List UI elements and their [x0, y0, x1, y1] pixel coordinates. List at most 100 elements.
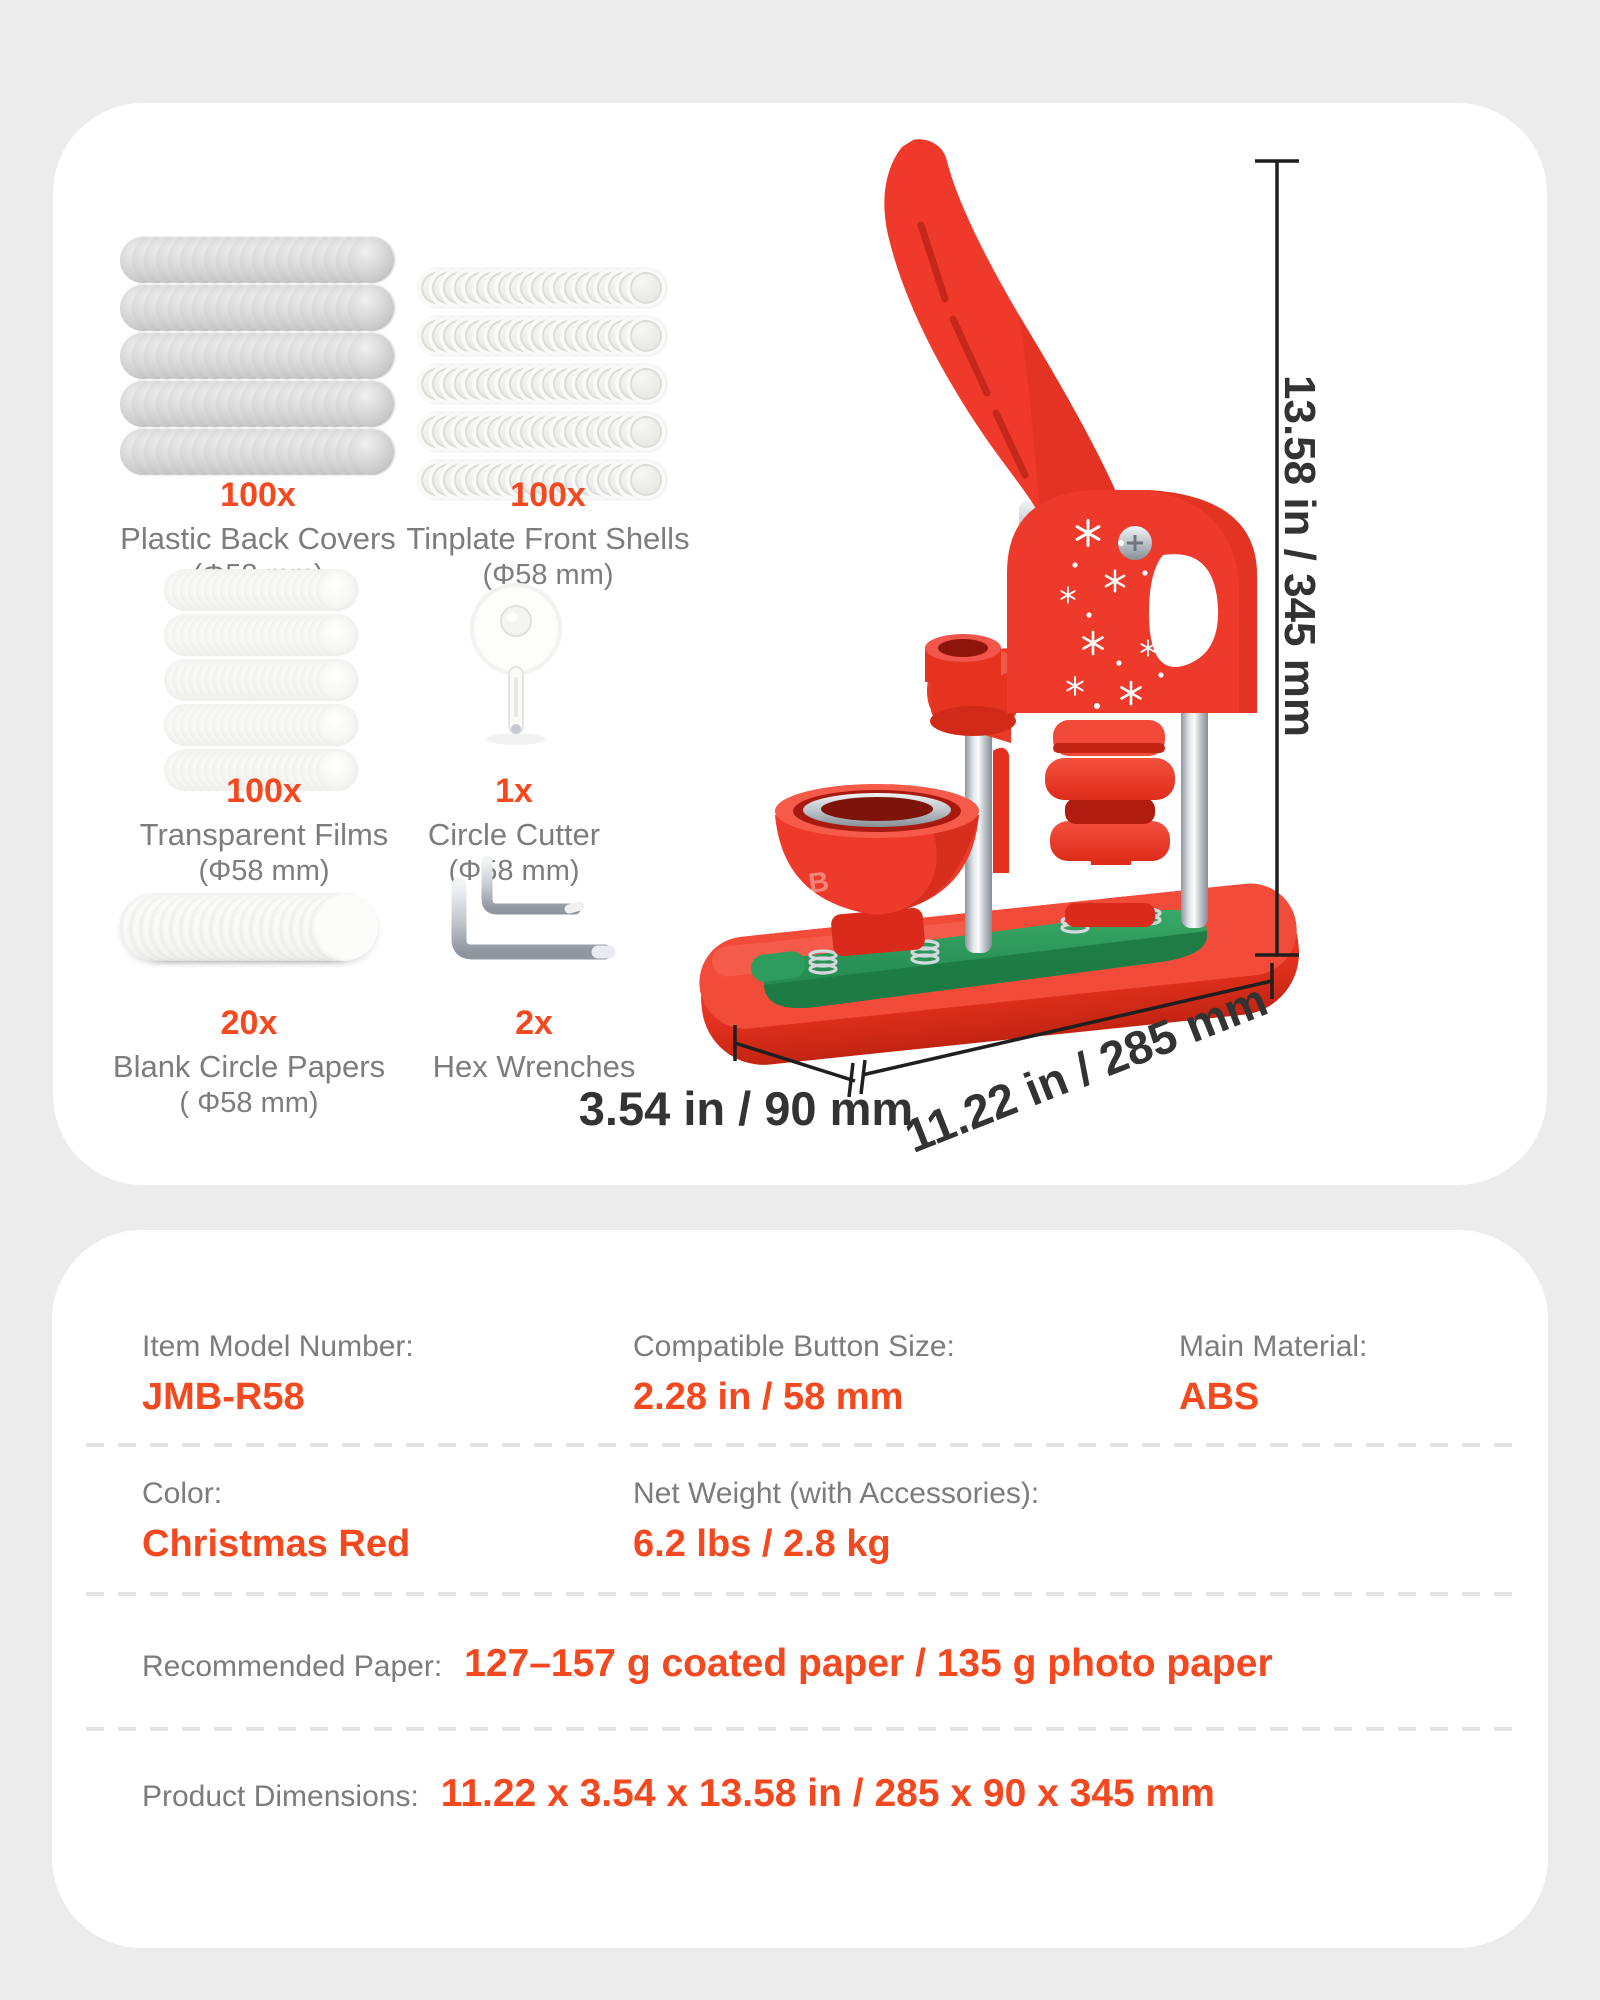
disc-stack-row [417, 412, 666, 452]
spec-label: Product Dimensions: [142, 1780, 419, 1813]
spec-label: Item Model Number: [142, 1330, 414, 1363]
disc-stack-row [164, 704, 358, 746]
row-divider [86, 1592, 1518, 1596]
spec-color: Color: Christmas Red [142, 1477, 410, 1566]
disc [348, 429, 394, 475]
disc-stack-row [164, 659, 358, 701]
kit-name: Plastic Back Covers [120, 521, 396, 557]
depth-dimension-label: 3.54 in / 90 mm [579, 1082, 913, 1135]
tinplate-front-shells-image [417, 268, 666, 500]
spec-value: 2.28 in / 58 mm [633, 1376, 904, 1418]
press-handle [884, 139, 1121, 517]
disc [348, 381, 394, 427]
spec-product-dimensions: Product Dimensions: 11.22 x 3.54 x 13.58… [142, 1772, 1215, 1816]
disc-stack-row [164, 569, 358, 611]
circle-cutter-image [469, 582, 563, 745]
spec-label: Main Material: [1179, 1330, 1368, 1363]
row-divider [86, 1443, 1518, 1447]
lower-die-bowl: B [775, 784, 979, 957]
body-top-cup [925, 634, 1001, 682]
kit-size: ( Φ58 mm) [179, 1087, 319, 1120]
disc [310, 893, 378, 961]
disc [316, 749, 358, 791]
disc-stack-row [417, 460, 666, 500]
disc-stack-row [417, 364, 666, 404]
disc-stack-row [120, 893, 378, 961]
disc [626, 364, 666, 404]
disc [316, 659, 358, 701]
kit-qty: 100x [220, 476, 296, 514]
disc-stack-row [120, 333, 394, 379]
disc-stack-row [164, 614, 358, 656]
kit-name: Tinplate Front Shells [406, 521, 690, 557]
upper-die-stack [1045, 720, 1175, 927]
blank-circle-papers-image [120, 893, 378, 961]
disc [626, 460, 666, 500]
spec-value: 11.22 x 3.54 x 13.58 in / 285 x 90 x 345… [440, 1772, 1215, 1815]
spec-value: ABS [1179, 1376, 1260, 1418]
kit-name: Blank Circle Papers [112, 1049, 386, 1085]
disc [626, 268, 666, 308]
right-guide-rod [1181, 693, 1208, 928]
disc [348, 237, 394, 283]
spec-label: Compatible Button Size: [633, 1330, 955, 1363]
kit-qty: 100x [226, 772, 302, 810]
film-guide-clip [993, 747, 1009, 873]
dimension-lines [733, 159, 1299, 1098]
row-divider [86, 1727, 1518, 1731]
disc [316, 614, 358, 656]
spec-value: 6.2 lbs / 2.8 kg [633, 1523, 891, 1565]
disc [348, 333, 394, 379]
spec-value: JMB-R58 [142, 1376, 305, 1418]
button-maker-machine-image: B [579, 139, 1324, 1163]
kit-name: Transparent Films [139, 817, 389, 853]
kit-qty: 2x [515, 1004, 553, 1042]
hex-wrenches-image [451, 855, 616, 960]
disc-stack-row [120, 285, 394, 331]
disc [626, 316, 666, 356]
kit-item-blank-circle-papers: 20x Blank Circle Papers ( Φ58 mm) [69, 1003, 429, 1122]
disc-stack-row [417, 316, 666, 356]
specifications-card: Item Model Number: JMB-R58 Compatible Bu… [52, 1230, 1548, 1948]
disc-stack-row [120, 237, 394, 283]
kit-name: Hex Wrenches [432, 1049, 636, 1085]
disc-stack-row [120, 429, 394, 475]
disc [348, 285, 394, 331]
spec-compatible-button-size: Compatible Button Size: 2.28 in / 58 mm [633, 1330, 955, 1419]
spec-label: Color: [142, 1477, 223, 1510]
spec-value: 127–157 g coated paper / 135 g photo pap… [464, 1642, 1273, 1685]
disc [316, 704, 358, 746]
left-guide-rod [965, 723, 992, 953]
disc-stack-row [164, 749, 358, 791]
spec-item-model-number: Item Model Number: JMB-R58 [142, 1330, 414, 1419]
spec-label: Net Weight (with Accessories): [633, 1477, 1040, 1510]
transparent-films-image [164, 569, 358, 791]
kit-size: (Φ58 mm) [448, 855, 580, 888]
disc-stack-row [417, 268, 666, 308]
machine-body [1007, 490, 1257, 713]
snowflake-decorations [1060, 518, 1174, 709]
height-dimension-label: 13.58 in / 345 mm [1275, 375, 1324, 737]
machine-platform [751, 909, 1207, 1009]
kit-and-machine-card: 100x Plastic Back Covers (Φ58 mm) 100x T… [53, 103, 1547, 1185]
disc [316, 569, 358, 611]
spec-value: Christmas Red [142, 1523, 411, 1565]
platform-tab [751, 951, 806, 982]
kit-name: Circle Cutter [427, 817, 601, 853]
disc-stack-row [120, 381, 394, 427]
spec-main-material: Main Material: ABS [1179, 1330, 1367, 1419]
plastic-back-covers-image [120, 237, 394, 475]
kit-qty: 20x [220, 1004, 278, 1042]
kit-item-tinplate-front-shells: 100x Tinplate Front Shells (Φ58 mm) [368, 475, 728, 594]
spec-label: Recommended Paper: [142, 1650, 443, 1683]
kit-item-circle-cutter: 1x Circle Cutter (Φ58 mm) [334, 771, 694, 890]
kit-item-hex-wrenches: 2x Hex Wrenches [354, 1003, 714, 1086]
spec-net-weight: Net Weight (with Accessories): 6.2 lbs /… [633, 1477, 1039, 1566]
bowl-letter: B [807, 865, 831, 899]
kit-item-transparent-films: 100x Transparent Films (Φ58 mm) [84, 771, 444, 890]
small-hex-wrench [481, 855, 581, 915]
kit-qty: 1x [495, 772, 533, 810]
kit-qty: 100x [510, 476, 586, 514]
disc [626, 412, 666, 452]
